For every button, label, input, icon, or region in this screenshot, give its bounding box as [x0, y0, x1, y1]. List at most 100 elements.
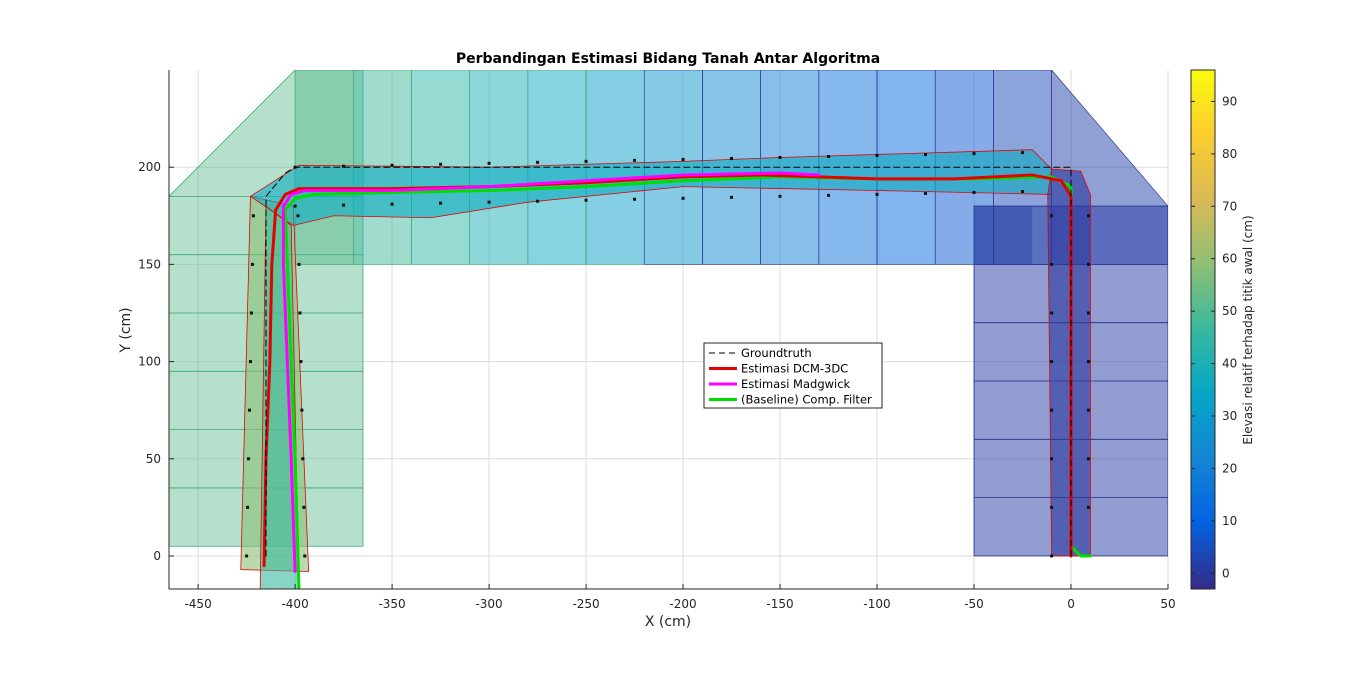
x-tick-label: -400	[281, 597, 308, 611]
x-tick-label: 0	[1067, 597, 1075, 611]
mesh-node	[248, 408, 252, 412]
colorbar: 0 10 20 30 40 50 60 70 80 90 Elevasi relatif terh…	[1190, 69, 1255, 590]
mesh-node	[778, 194, 782, 198]
corridor-right	[1047, 168, 1091, 557]
mesh-node	[300, 408, 304, 412]
x-tick-label: -450	[184, 597, 211, 611]
mesh-node	[730, 156, 734, 160]
mesh-node	[1086, 457, 1090, 461]
mesh-node	[301, 457, 305, 461]
legend-entry: Estimasi DCM-3DC	[741, 362, 848, 376]
mesh-node	[536, 160, 540, 164]
mesh-node	[681, 157, 685, 161]
mesh-node	[296, 214, 300, 218]
colorbar-tick-label: 90	[1222, 94, 1237, 108]
mesh-node	[827, 193, 831, 197]
x-axis-label: X (cm)	[645, 614, 691, 630]
x-tick-label: -350	[378, 597, 405, 611]
mesh-node	[1086, 311, 1090, 315]
colorbar-tick-label: 10	[1222, 514, 1237, 528]
mesh-node	[1086, 408, 1090, 412]
y-tick-label: 0	[153, 549, 161, 563]
mesh-node	[250, 262, 254, 266]
mesh-node	[1050, 457, 1054, 461]
colorbar-tick-label: 0	[1222, 566, 1230, 580]
mesh-node	[245, 554, 249, 558]
x-tick-label: -300	[475, 597, 502, 611]
mesh-node	[297, 262, 301, 266]
mesh-node	[1086, 214, 1090, 218]
colorbar-tick-label: 70	[1222, 199, 1237, 213]
mesh-node	[633, 197, 637, 201]
mesh-node	[293, 204, 297, 208]
mesh-node	[1021, 189, 1025, 193]
mesh-node	[584, 159, 588, 163]
mesh-node	[875, 192, 879, 196]
y-tick-label: 100	[138, 355, 161, 369]
y-tick-label: 50	[146, 452, 161, 466]
x-tick-label: -150	[766, 597, 793, 611]
chart-title: Perbandingan Estimasi Bidang Tanah Antar…	[456, 51, 880, 67]
mesh-node	[251, 214, 255, 218]
mesh-node	[778, 155, 782, 159]
mesh-node	[924, 153, 928, 157]
legend-entry: Estimasi Madgwick	[741, 377, 851, 391]
x-tick-label: -50	[964, 597, 984, 611]
mesh-node	[730, 195, 734, 199]
mesh-node	[390, 163, 394, 167]
mesh-node	[1050, 554, 1054, 558]
series-line	[281, 171, 821, 574]
mesh-node	[1050, 311, 1054, 315]
mesh-node	[1086, 262, 1090, 266]
x-tick-label: -200	[669, 597, 696, 611]
legend-entry: (Baseline) Comp. Filter	[741, 393, 872, 407]
mesh-node	[303, 554, 307, 558]
x-tick-label: -250	[572, 597, 599, 611]
mesh-node	[487, 200, 491, 204]
mesh-node	[1021, 151, 1025, 155]
colorbar-label: Elevasi relatif terhadap titik awal (cm)	[1241, 215, 1255, 444]
colorbar-gradient	[1190, 69, 1216, 590]
mesh-node	[246, 505, 250, 509]
mesh-node	[439, 201, 443, 205]
mesh-node	[633, 158, 637, 162]
mesh-node	[827, 155, 831, 158]
mesh-node	[487, 161, 491, 165]
series-line	[262, 173, 1073, 568]
mesh-node	[1086, 505, 1090, 509]
mesh-node	[342, 203, 346, 207]
y-tick-label: 150	[138, 257, 161, 271]
colorbar-tick-label: 40	[1222, 357, 1237, 371]
mesh-node	[1050, 214, 1054, 218]
mesh-node	[875, 154, 879, 158]
mesh-node	[439, 162, 443, 166]
mesh-node	[1050, 408, 1054, 412]
mesh-node	[1050, 262, 1054, 266]
mesh-node	[249, 311, 253, 315]
y-tick-label: 200	[138, 160, 161, 174]
colorbar-tick-label: 30	[1222, 409, 1237, 423]
mesh-node	[247, 457, 251, 461]
mesh-node	[299, 360, 303, 364]
x-tick-label: 50	[1160, 597, 1175, 611]
mesh-node	[972, 152, 976, 156]
mesh-node	[390, 202, 394, 206]
x-tick-label: -100	[863, 597, 890, 611]
y-axis-label: Y (cm)	[118, 307, 134, 353]
mesh-node	[536, 199, 540, 203]
mesh-node	[681, 196, 685, 200]
colorbar-tick-label: 50	[1222, 304, 1237, 318]
colorbar-tick-label: 20	[1222, 461, 1237, 475]
mesh-node	[298, 311, 302, 315]
colorbar-tick-label: 80	[1222, 147, 1237, 161]
colorbar-tick-label: 60	[1222, 252, 1237, 266]
legend-entry: Groundtruth	[741, 346, 812, 360]
mesh-node	[584, 198, 588, 202]
series-line	[265, 166, 1072, 557]
mesh-node	[972, 190, 976, 194]
mesh-node	[302, 505, 306, 509]
mesh-node	[1050, 360, 1054, 364]
mesh-node	[924, 191, 928, 195]
